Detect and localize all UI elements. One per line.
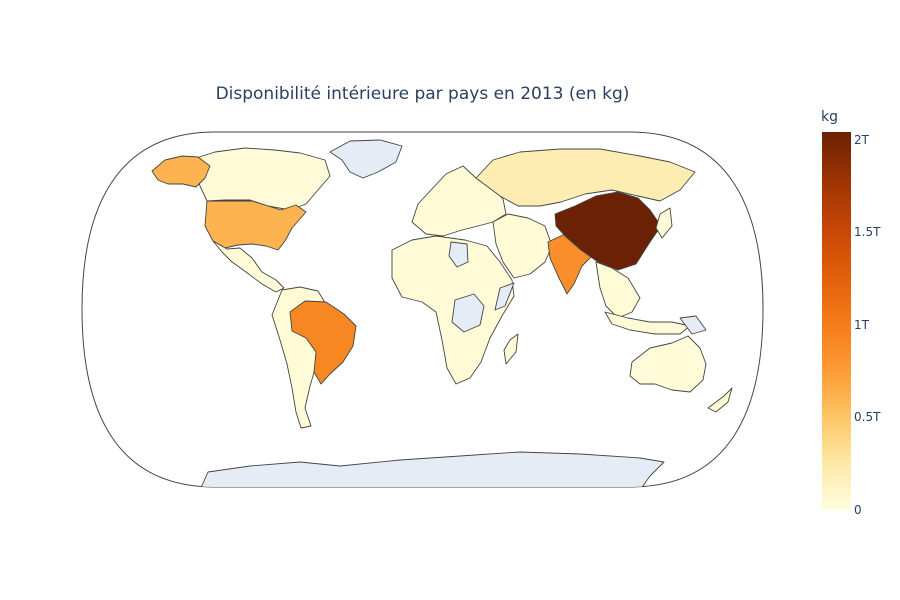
region-drc[interactable] bbox=[451, 293, 485, 333]
region-brazil[interactable] bbox=[289, 300, 357, 385]
region-libya[interactable] bbox=[448, 241, 469, 268]
colorbar-tick-label: 1T bbox=[854, 318, 869, 332]
region-madagascar[interactable] bbox=[503, 333, 519, 365]
colorbar-title: kg bbox=[821, 109, 838, 125]
region-somalia[interactable] bbox=[494, 282, 515, 311]
colorbar-tick-label: 0.5T bbox=[854, 410, 881, 424]
colorbar-tick-label: 2T bbox=[854, 133, 869, 147]
region-indonesia[interactable] bbox=[604, 311, 691, 335]
region-australia[interactable] bbox=[629, 335, 707, 393]
region-mexico[interactable] bbox=[212, 240, 285, 293]
region-papua[interactable] bbox=[679, 315, 707, 335]
colorbar-tick-label: 0 bbox=[854, 503, 862, 517]
colorbar-tick-label: 1.5T bbox=[854, 225, 881, 239]
region-africa[interactable] bbox=[391, 235, 515, 385]
region-canada[interactable] bbox=[189, 147, 331, 211]
region-china[interactable] bbox=[554, 191, 662, 271]
region-new-zealand[interactable] bbox=[707, 387, 733, 413]
region-greenland[interactable] bbox=[329, 139, 403, 179]
region-alaska[interactable] bbox=[151, 155, 211, 188]
chart-title: Disponibilité intérieure par pays en 201… bbox=[215, 84, 630, 104]
colorbar bbox=[822, 132, 851, 510]
region-europe[interactable] bbox=[411, 165, 507, 237]
region-middle-east[interactable] bbox=[492, 213, 553, 279]
region-southeast-asia[interactable] bbox=[595, 261, 641, 319]
region-antarctica[interactable] bbox=[199, 451, 665, 490]
region-russia[interactable] bbox=[475, 148, 696, 207]
region-japan[interactable] bbox=[655, 207, 673, 239]
